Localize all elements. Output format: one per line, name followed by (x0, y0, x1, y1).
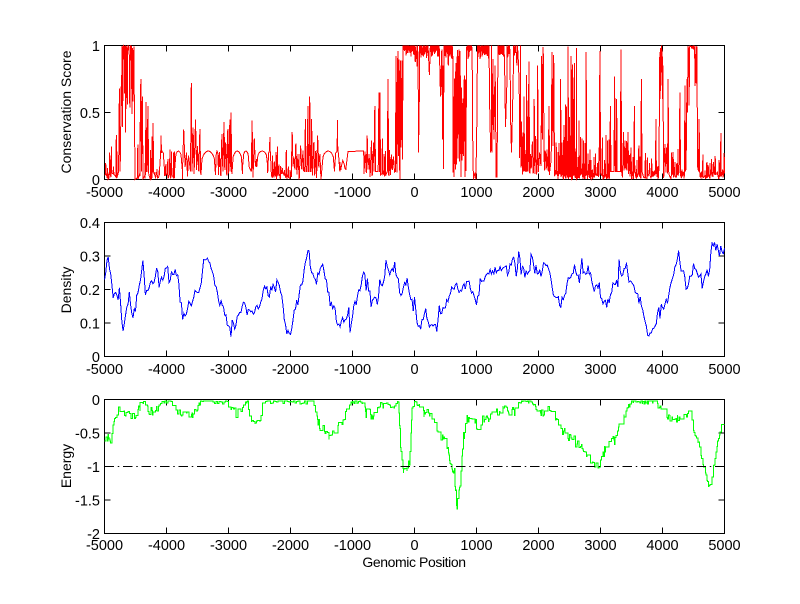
svg-text:0: 0 (410, 538, 418, 554)
svg-text:Density: Density (58, 267, 74, 314)
svg-text:0: 0 (410, 362, 418, 378)
svg-text:-1: -1 (87, 460, 100, 476)
svg-text:0.4: 0.4 (80, 216, 100, 232)
svg-text:1: 1 (92, 39, 100, 55)
svg-text:-4000: -4000 (148, 362, 185, 378)
svg-text:-4000: -4000 (148, 185, 185, 201)
svg-text:-1.5: -1.5 (75, 493, 100, 509)
svg-text:2000: 2000 (522, 538, 554, 554)
svg-text:3000: 3000 (584, 185, 616, 201)
svg-text:1000: 1000 (460, 362, 492, 378)
svg-text:-2000: -2000 (272, 538, 309, 554)
svg-text:-3000: -3000 (210, 362, 247, 378)
svg-text:1000: 1000 (460, 538, 492, 554)
svg-text:Genomic Position: Genomic Position (362, 554, 465, 570)
svg-text:0: 0 (92, 173, 100, 189)
svg-text:-1000: -1000 (334, 362, 371, 378)
svg-text:4000: 4000 (646, 185, 678, 201)
svg-text:-4000: -4000 (148, 538, 185, 554)
svg-text:-0.5: -0.5 (75, 426, 100, 442)
svg-text:-3000: -3000 (210, 185, 247, 201)
svg-text:3000: 3000 (584, 362, 616, 378)
svg-text:4000: 4000 (646, 538, 678, 554)
svg-text:2000: 2000 (522, 185, 554, 201)
svg-text:-2000: -2000 (272, 185, 309, 201)
svg-text:5000: 5000 (708, 362, 740, 378)
svg-text:Energy: Energy (58, 444, 74, 488)
svg-text:3000: 3000 (584, 538, 616, 554)
svg-text:-3000: -3000 (210, 538, 247, 554)
svg-text:1000: 1000 (460, 185, 492, 201)
svg-text:0.3: 0.3 (80, 249, 100, 265)
svg-text:-2000: -2000 (272, 362, 309, 378)
svg-text:0.1: 0.1 (80, 316, 100, 332)
svg-text:0.5: 0.5 (80, 106, 100, 122)
svg-text:4000: 4000 (646, 362, 678, 378)
svg-text:-5000: -5000 (86, 362, 123, 378)
svg-text:-2: -2 (87, 527, 100, 543)
svg-text:0: 0 (92, 393, 100, 409)
svg-text:5000: 5000 (708, 538, 740, 554)
svg-text:5000: 5000 (708, 185, 740, 201)
svg-text:Conservation Score: Conservation Score (58, 50, 74, 173)
svg-text:0: 0 (410, 185, 418, 201)
svg-text:-1000: -1000 (334, 185, 371, 201)
svg-text:0.2: 0.2 (80, 283, 100, 299)
svg-text:-5000: -5000 (86, 185, 123, 201)
svg-text:2000: 2000 (522, 362, 554, 378)
svg-text:-5000: -5000 (86, 538, 123, 554)
svg-text:-1000: -1000 (334, 538, 371, 554)
svg-text:0: 0 (92, 350, 100, 366)
